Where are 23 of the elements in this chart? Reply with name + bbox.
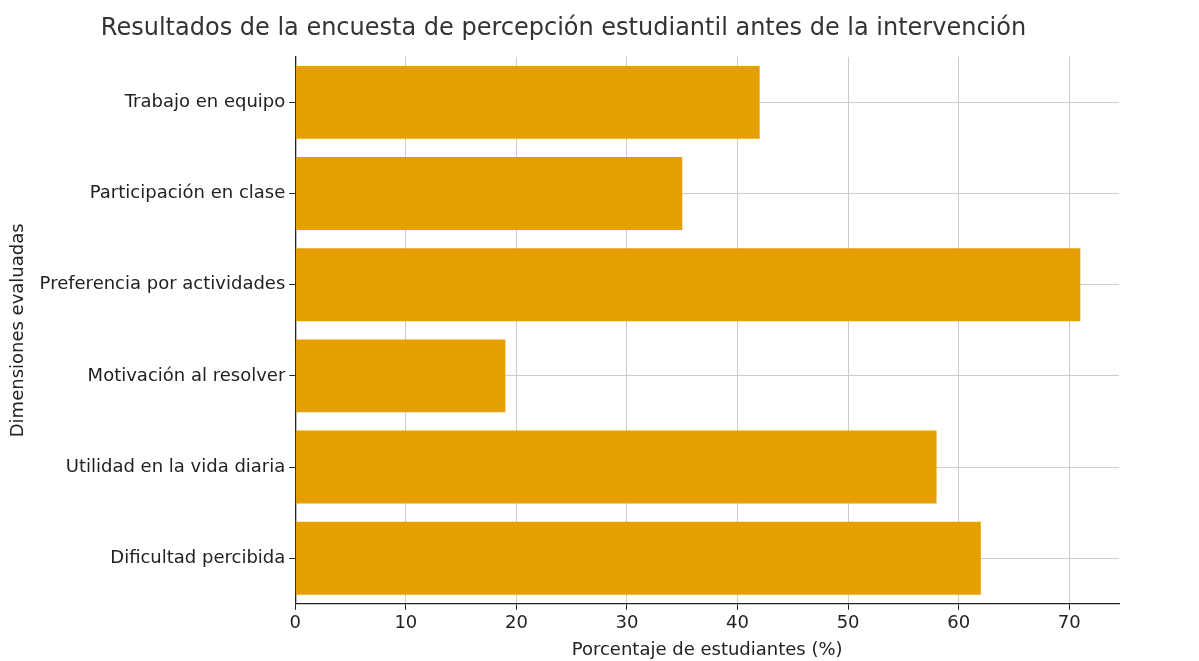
chart-title: Resultados de la encuesta de percepción estudiantil antes de la intervención — [100, 12, 1027, 41]
bar — [295, 339, 506, 413]
x-axis-title: Porcentaje de estudiantes (%) — [571, 637, 843, 659]
x-tick-label: 60 — [947, 611, 971, 633]
x-tick-label: 40 — [726, 611, 750, 633]
bar — [295, 248, 1081, 322]
y-axis-title: Dimensiones evaluadas — [6, 223, 28, 438]
bar — [295, 430, 937, 504]
y-tick-label: Utilidad en la vida diaria — [65, 454, 286, 476]
x-tick-label: 70 — [1057, 611, 1081, 633]
y-tick-label: Dificultad percibida — [110, 545, 286, 567]
x-tick-label: 20 — [504, 611, 528, 633]
bar — [295, 65, 760, 139]
x-tick-label: 10 — [394, 611, 418, 633]
bar — [295, 157, 683, 231]
y-tick-label: Motivación al resolver — [87, 363, 286, 385]
x-tick-label: 50 — [836, 611, 860, 633]
y-tick-label: Preferencia por actividades — [39, 272, 286, 294]
x-tick-label: 0 — [289, 611, 302, 633]
y-tick-label: Participación en clase — [89, 181, 286, 203]
y-tick-label: Trabajo en equipo — [123, 90, 286, 112]
bar — [295, 521, 981, 595]
x-tick-label: 30 — [615, 611, 639, 633]
